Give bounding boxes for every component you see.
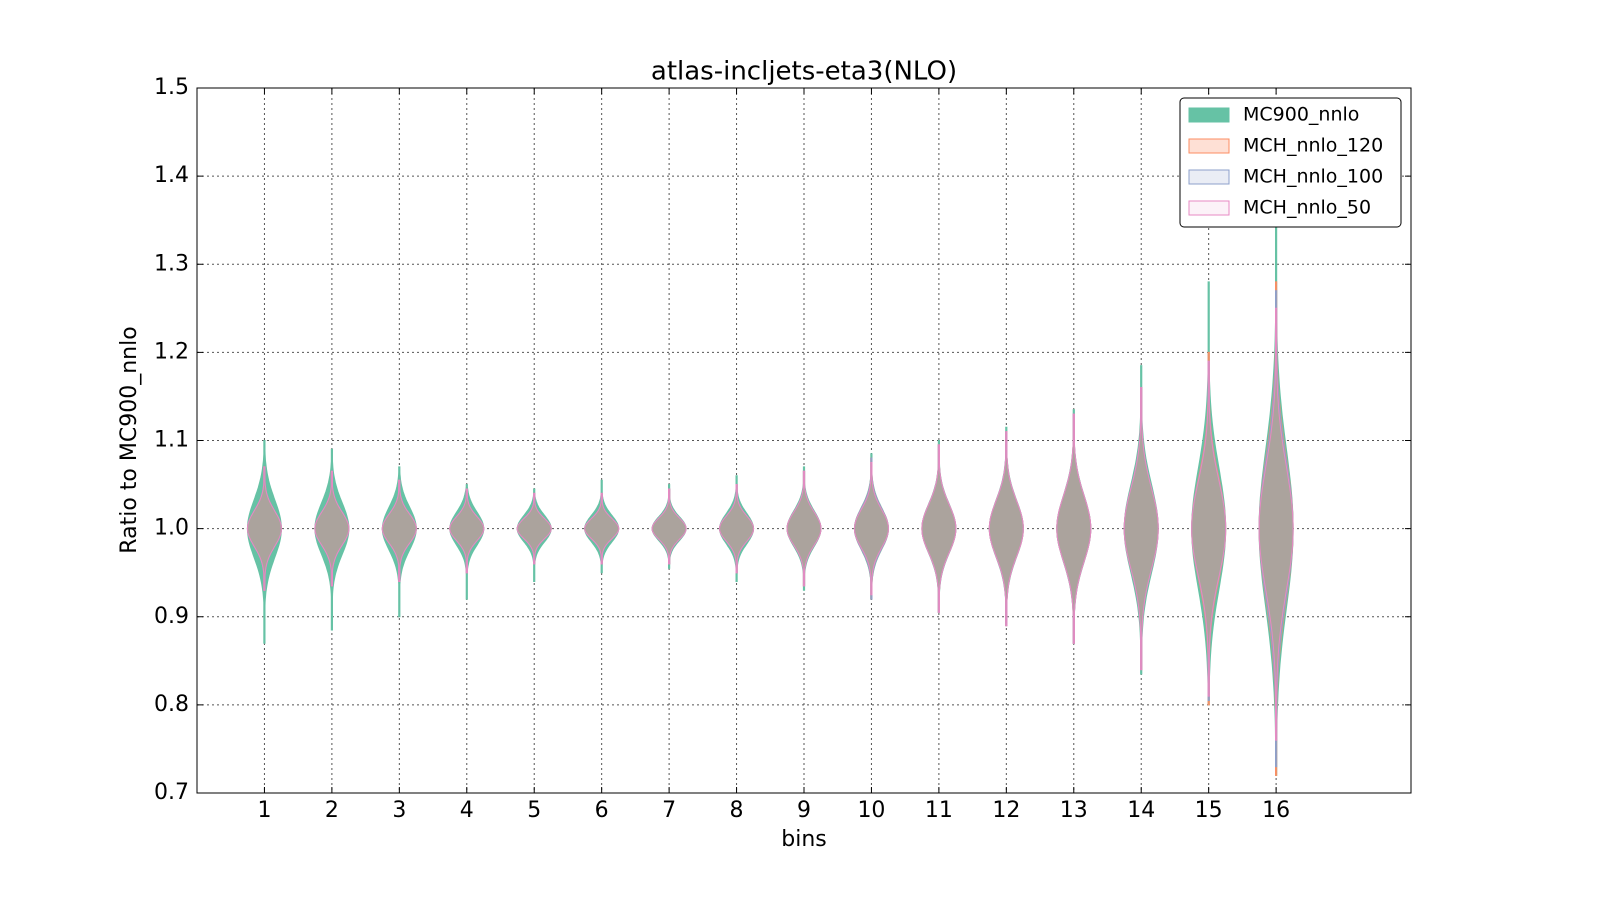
violin	[584, 492, 620, 565]
x-tick-label: 14	[1127, 798, 1155, 823]
x-tick-label: 13	[1060, 798, 1088, 823]
x-tick-label: 6	[595, 798, 609, 823]
violin	[246, 440, 282, 644]
x-tick-label: 10	[857, 798, 885, 823]
violin	[1191, 281, 1227, 706]
x-tick-label: 9	[797, 798, 811, 823]
legend-swatch	[1188, 138, 1230, 154]
legend-box	[1179, 97, 1402, 228]
violin	[584, 479, 620, 574]
violin	[1258, 290, 1294, 768]
violin	[853, 457, 889, 600]
y-tick-label: 1.4	[154, 163, 189, 188]
x-tick-label: 16	[1262, 798, 1290, 823]
violin	[853, 462, 889, 596]
violin	[381, 466, 417, 618]
violin	[1191, 360, 1227, 697]
violin	[449, 488, 485, 574]
violin	[651, 488, 687, 565]
y-axis-label: Ratio to MC900_nnlo	[117, 326, 142, 553]
violin	[516, 488, 552, 582]
violin	[921, 444, 957, 613]
violin	[314, 448, 350, 631]
y-tick-label: 0.7	[154, 780, 189, 805]
violin	[786, 470, 822, 587]
legend: MC900_nnlo MCH_nnlo_120 MCH_nnlo_100 MCH_nn…	[1179, 97, 1402, 228]
y-tick-label: 0.9	[154, 604, 189, 629]
violin	[1123, 387, 1159, 671]
violin	[381, 479, 417, 582]
legend-swatch	[1188, 107, 1230, 123]
x-tick-label: 3	[392, 798, 406, 823]
chart-title: atlas-incljets-eta3(NLO)	[651, 57, 957, 87]
plot-area: 0.70.80.91.01.11.21.31.41.51 2 3 4 5 6 7 8 9 10 11…	[154, 75, 1412, 823]
legend-label: MC900_nnlo	[1243, 104, 1359, 126]
violin	[1056, 413, 1092, 644]
violin	[246, 466, 282, 591]
x-tick-label: 12	[992, 798, 1020, 823]
violin	[719, 475, 755, 582]
plot-frame	[196, 87, 1412, 794]
violin	[786, 466, 822, 591]
violin	[1123, 365, 1159, 675]
y-tick-label: 1.2	[154, 339, 189, 364]
x-tick-label: 1	[257, 798, 271, 823]
violin	[719, 484, 755, 574]
legend-swatch	[1188, 200, 1230, 216]
y-tick-label: 1.0	[154, 516, 189, 541]
violin	[988, 431, 1024, 627]
violin	[1258, 307, 1294, 741]
y-tick-label: 1.5	[154, 75, 189, 100]
violin	[651, 484, 687, 569]
legend-swatch	[1188, 169, 1230, 185]
x-tick-label: 15	[1195, 798, 1223, 823]
legend-label: MCH_nnlo_50	[1243, 197, 1371, 219]
x-tick-label: 7	[662, 798, 676, 823]
legend-label: MCH_nnlo_100	[1243, 166, 1383, 188]
x-tick-label: 4	[460, 798, 474, 823]
legend-label: MCH_nnlo_120	[1243, 135, 1383, 157]
x-tick-label: 5	[527, 798, 541, 823]
y-tick-label: 1.1	[154, 428, 189, 453]
x-tick-label: 11	[925, 798, 953, 823]
violin	[314, 470, 350, 587]
x-tick-label: 8	[730, 798, 744, 823]
x-axis-label: bins	[781, 827, 826, 852]
violin	[449, 484, 485, 600]
x-tick-label: 2	[325, 798, 339, 823]
y-tick-label: 0.8	[154, 692, 189, 717]
violin	[516, 492, 552, 565]
y-tick-label: 1.3	[154, 251, 189, 276]
